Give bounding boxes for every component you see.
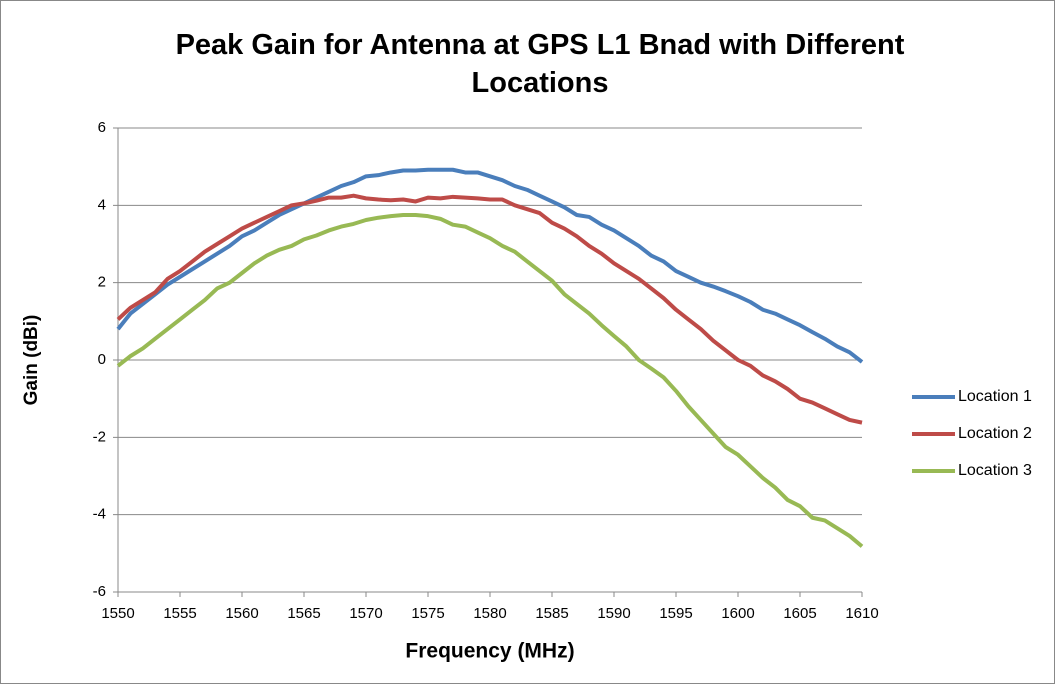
x-axis-label: Frequency (MHz) [405, 640, 574, 663]
y-tick-label: 2 [98, 274, 106, 291]
x-tick-label: 1565 [287, 605, 320, 622]
data-line [116, 193, 863, 425]
legend-label: Location 3 [958, 462, 1032, 479]
x-tick-label: 1575 [411, 605, 444, 622]
y-tick-label: 6 [98, 119, 106, 136]
x-tick-label: 1590 [597, 605, 630, 622]
x-tick-label: 1555 [163, 605, 196, 622]
y-tick-label: -2 [93, 428, 106, 445]
x-tick-label: 1550 [101, 605, 134, 622]
x-tick-label: 1600 [721, 605, 754, 622]
x-tick-label: 1570 [349, 605, 382, 622]
x-tick-label: 1595 [659, 605, 692, 622]
legend-label: Location 2 [958, 425, 1032, 442]
legend-label: Location 1 [958, 388, 1032, 405]
chart-title: Peak Gain for Antenna at GPS L1 Bnad wit… [175, 29, 905, 99]
y-tick-label: -6 [93, 583, 106, 600]
x-tick-label: 1605 [783, 605, 816, 622]
x-tick-label: 1610 [845, 605, 878, 622]
y-tick-label: -4 [93, 506, 106, 523]
data-line [116, 213, 864, 548]
x-tick-label: 1560 [225, 605, 258, 622]
x-tick-label: 1580 [473, 605, 506, 622]
y-tick-label: 0 [98, 351, 106, 368]
data-line [116, 167, 864, 364]
y-axis-label: Gain (dBi) [21, 315, 42, 406]
y-tick-label: 4 [98, 196, 106, 213]
x-tick-label: 1585 [535, 605, 568, 622]
